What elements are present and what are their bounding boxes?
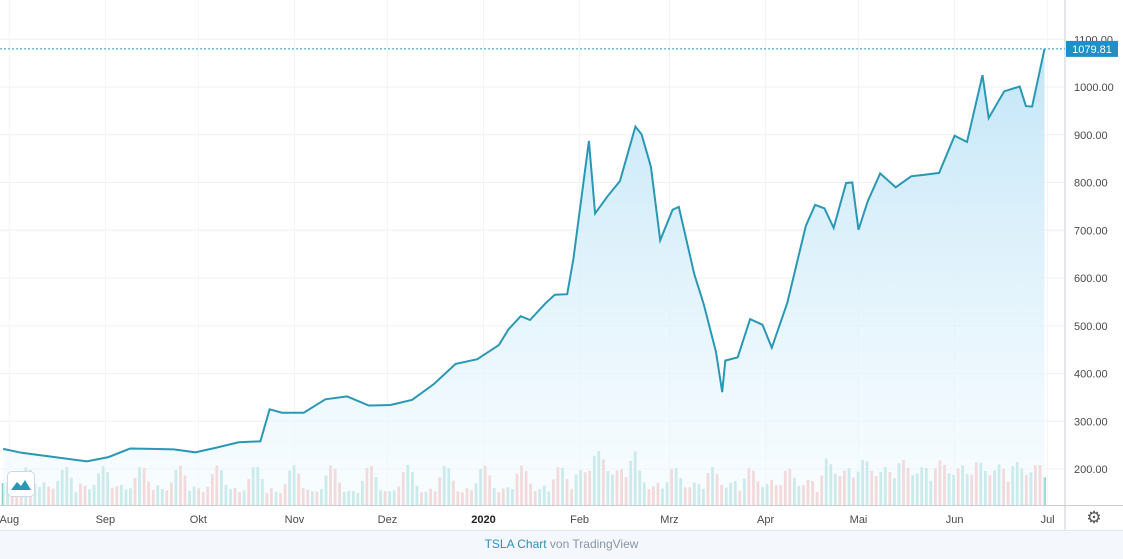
price-line bbox=[2, 48, 1046, 463]
last-price-label: 1079.81 bbox=[1072, 44, 1112, 56]
attribution-footer: TSLA Chart von TradingView bbox=[0, 530, 1123, 559]
x-tick-label: Feb bbox=[570, 514, 589, 526]
x-tick-label: Aug bbox=[0, 514, 19, 526]
attribution-text: von TradingView bbox=[546, 537, 639, 551]
y-tick-label: 600.00 bbox=[1074, 273, 1108, 285]
y-tick-label: 400.00 bbox=[1074, 369, 1108, 381]
x-tick-label: Dez bbox=[378, 514, 398, 526]
last-price-badge bbox=[1066, 40, 1118, 57]
x-tick-label: Okt bbox=[190, 514, 207, 526]
x-tick-label: Jun bbox=[946, 514, 964, 526]
y-tick-label: 700.00 bbox=[1074, 225, 1108, 237]
x-tick-label: Mrz bbox=[660, 514, 678, 526]
y-tick-label: 200.00 bbox=[1074, 464, 1108, 476]
y-tick-label: 900.00 bbox=[1074, 130, 1108, 142]
y-tick-label: 300.00 bbox=[1074, 416, 1108, 428]
x-tick-label: 2020 bbox=[471, 514, 495, 526]
x-tick-label: Jul bbox=[1041, 514, 1055, 526]
price-area-fill bbox=[3, 48, 1045, 505]
x-tick-label: Nov bbox=[285, 514, 305, 526]
y-tick-label: 1000.00 bbox=[1074, 82, 1114, 94]
tradingview-logo-icon[interactable] bbox=[7, 471, 35, 497]
symbol-chart-link[interactable]: TSLA Chart bbox=[484, 537, 547, 551]
x-tick-label: Sep bbox=[96, 514, 116, 526]
y-tick-label: 500.00 bbox=[1074, 321, 1108, 333]
price-area bbox=[2, 48, 1046, 505]
axes: 200.00 300.00 400.00 500.00 600.00 700.00 800.… bbox=[0, 0, 1123, 530]
x-tick-label: Apr bbox=[757, 514, 774, 526]
settings-gear-icon[interactable]: ⚙ bbox=[1086, 508, 1102, 527]
y-tick-label: 800.00 bbox=[1074, 178, 1108, 190]
x-tick-label: Mai bbox=[850, 514, 868, 526]
